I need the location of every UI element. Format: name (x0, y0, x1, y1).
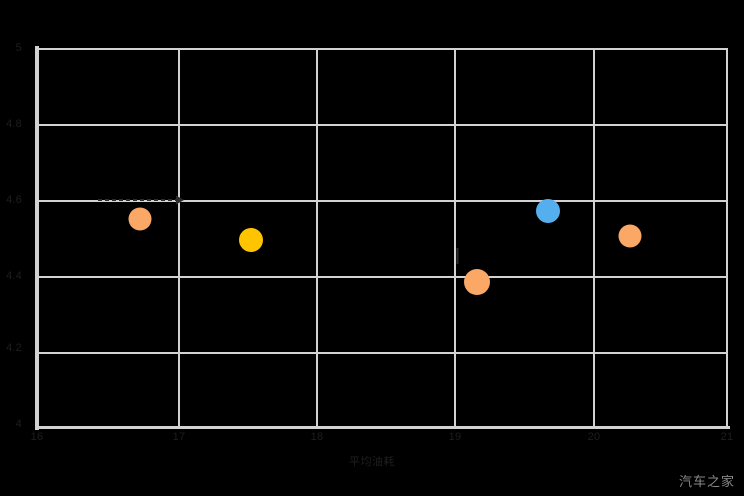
gridline-h-4.8 (37, 124, 728, 126)
x-tick-label: 17 (172, 431, 186, 443)
data-point-orange-right[interactable] (618, 224, 642, 248)
x-axis-title: 平均油耗 (349, 456, 395, 468)
y-axis-line (35, 46, 39, 430)
gridline-v-17 (178, 48, 180, 428)
x-tick-label: 21 (720, 431, 734, 443)
gridline-h-4.2 (37, 352, 728, 354)
y-tick-label: 5 (15, 42, 22, 54)
dashed-arrow-annotation (98, 195, 184, 205)
y-tick-label: 4.8 (6, 118, 22, 130)
data-point-yellow[interactable] (239, 228, 263, 252)
x-tick-label: 19 (448, 431, 462, 443)
y-tick-label: 4.6 (6, 194, 22, 206)
gridline-h-4.6 (37, 200, 728, 202)
gridline-v-19 (454, 48, 456, 428)
gridline-h-4.4 (37, 276, 728, 278)
x-tick-label: 20 (587, 431, 601, 443)
x-tick-label: 18 (310, 431, 324, 443)
y-tick-label: 4 (15, 418, 22, 430)
x-axis-line (35, 426, 730, 429)
gridline-v-18 (316, 48, 318, 428)
vertical-tick-annotation (456, 248, 459, 264)
watermark: 汽车之家 (678, 474, 735, 489)
data-point-orange-lower[interactable] (464, 269, 490, 295)
data-point-blue[interactable] (536, 199, 560, 223)
plot-area (35, 46, 730, 430)
gridline-v-20 (593, 48, 595, 428)
y-tick-label: 4.4 (6, 270, 22, 282)
data-point-orange-left[interactable] (128, 207, 152, 231)
gridline-h-5 (37, 48, 728, 50)
x-tick-label: 16 (30, 431, 44, 443)
y-tick-label: 4.2 (6, 342, 22, 354)
gridline-v-21 (726, 48, 728, 428)
